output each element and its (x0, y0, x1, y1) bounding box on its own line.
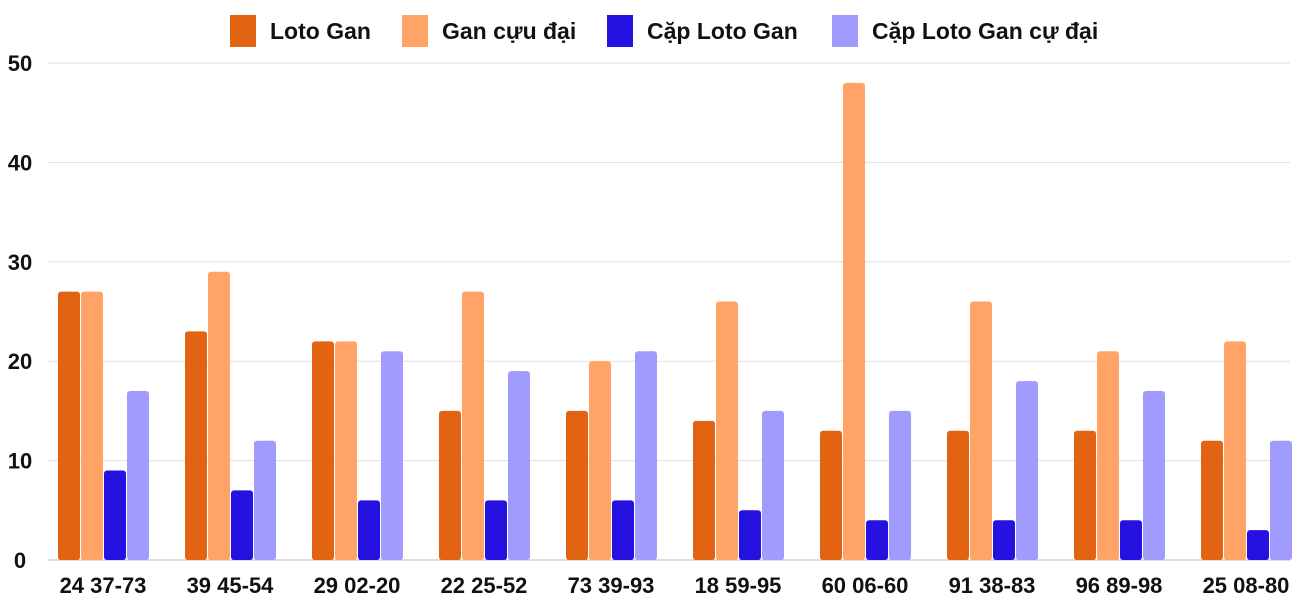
bar-loto-gan (185, 331, 207, 560)
bar-loto-gan (566, 410, 588, 560)
y-tick-label: 10 (8, 449, 32, 474)
x-tick-label: 22 25-52 (441, 573, 528, 598)
legend-swatch (230, 15, 256, 47)
bar-loto-gan (58, 291, 80, 560)
bar-cặp-loto-gan (1247, 530, 1269, 560)
bar-loto-gan (820, 430, 842, 560)
legend-item: Loto Gan (230, 15, 371, 47)
bar-cặp-loto-gan (485, 500, 507, 560)
x-tick-label: 29 02-20 (314, 573, 401, 598)
bar-gan-cựu-đại (335, 341, 357, 560)
bar-cặp-loto-gan (231, 490, 253, 560)
bar-loto-gan (693, 420, 715, 560)
bar-loto-gan (1074, 430, 1096, 560)
legend-label: Cặp Loto Gan (647, 18, 798, 44)
bar-cặp-loto-gan (739, 510, 761, 560)
legend-swatch (402, 15, 428, 47)
legend-label: Gan cựu đại (442, 18, 576, 44)
bar-gan-cựu-đại (716, 301, 738, 560)
bar-cặp-loto-gan (1120, 520, 1142, 560)
bar-loto-gan (439, 410, 461, 560)
bar-gan-cựu-đại (81, 291, 103, 560)
y-tick-label: 20 (8, 349, 32, 374)
bar-gan-cựu-đại (843, 82, 865, 560)
x-tick-label: 39 45-54 (187, 573, 275, 598)
bar-cặp-loto-gan (866, 520, 888, 560)
bar-cặp-loto-gan-cự-đại (381, 351, 403, 560)
x-tick-label: 18 59-95 (695, 573, 782, 598)
legend-item: Cặp Loto Gan (607, 15, 798, 47)
bar-cặp-loto-gan-cự-đại (889, 410, 911, 560)
bar-cặp-loto-gan-cự-đại (635, 351, 657, 560)
bar-cặp-loto-gan-cự-đại (1270, 440, 1292, 560)
bar-gan-cựu-đại (208, 271, 230, 560)
bar-gan-cựu-đại (462, 291, 484, 560)
bar-cặp-loto-gan-cự-đại (1143, 391, 1165, 560)
bar-cặp-loto-gan-cự-đại (254, 440, 276, 560)
y-tick-label: 40 (8, 150, 32, 175)
bar-cặp-loto-gan-cự-đại (127, 391, 149, 560)
legend-item: Cặp Loto Gan cự đại (832, 15, 1098, 47)
bar-gan-cựu-đại (589, 361, 611, 560)
bar-loto-gan (312, 341, 334, 560)
legend-swatch (607, 15, 633, 47)
legend-label: Cặp Loto Gan cự đại (872, 18, 1098, 44)
bar-gan-cựu-đại (1097, 351, 1119, 560)
bar-cặp-loto-gan-cự-đại (762, 410, 784, 560)
x-tick-label: 91 38-83 (949, 573, 1036, 598)
x-tick-label: 96 89-98 (1076, 573, 1163, 598)
bar-gan-cựu-đại (1224, 341, 1246, 560)
y-tick-label: 30 (8, 250, 32, 275)
x-tick-label: 24 37-73 (60, 573, 147, 598)
bar-gan-cựu-đại (970, 301, 992, 560)
y-tick-label: 0 (14, 548, 26, 573)
x-tick-label: 25 08-80 (1203, 573, 1290, 598)
bar-cặp-loto-gan (612, 500, 634, 560)
bar-cặp-loto-gan-cự-đại (508, 371, 530, 560)
bar-loto-gan (1201, 440, 1223, 560)
bar-loto-gan (947, 430, 969, 560)
legend-item: Gan cựu đại (402, 15, 576, 47)
legend-label: Loto Gan (270, 18, 371, 44)
x-tick-label: 60 06-60 (822, 573, 909, 598)
bar-cặp-loto-gan-cự-đại (1016, 381, 1038, 560)
x-tick-label: 73 39-93 (568, 573, 655, 598)
bar-cặp-loto-gan (104, 470, 126, 560)
bar-cặp-loto-gan (993, 520, 1015, 560)
y-tick-label: 50 (8, 51, 32, 76)
legend-swatch (832, 15, 858, 47)
bar-cặp-loto-gan (358, 500, 380, 560)
